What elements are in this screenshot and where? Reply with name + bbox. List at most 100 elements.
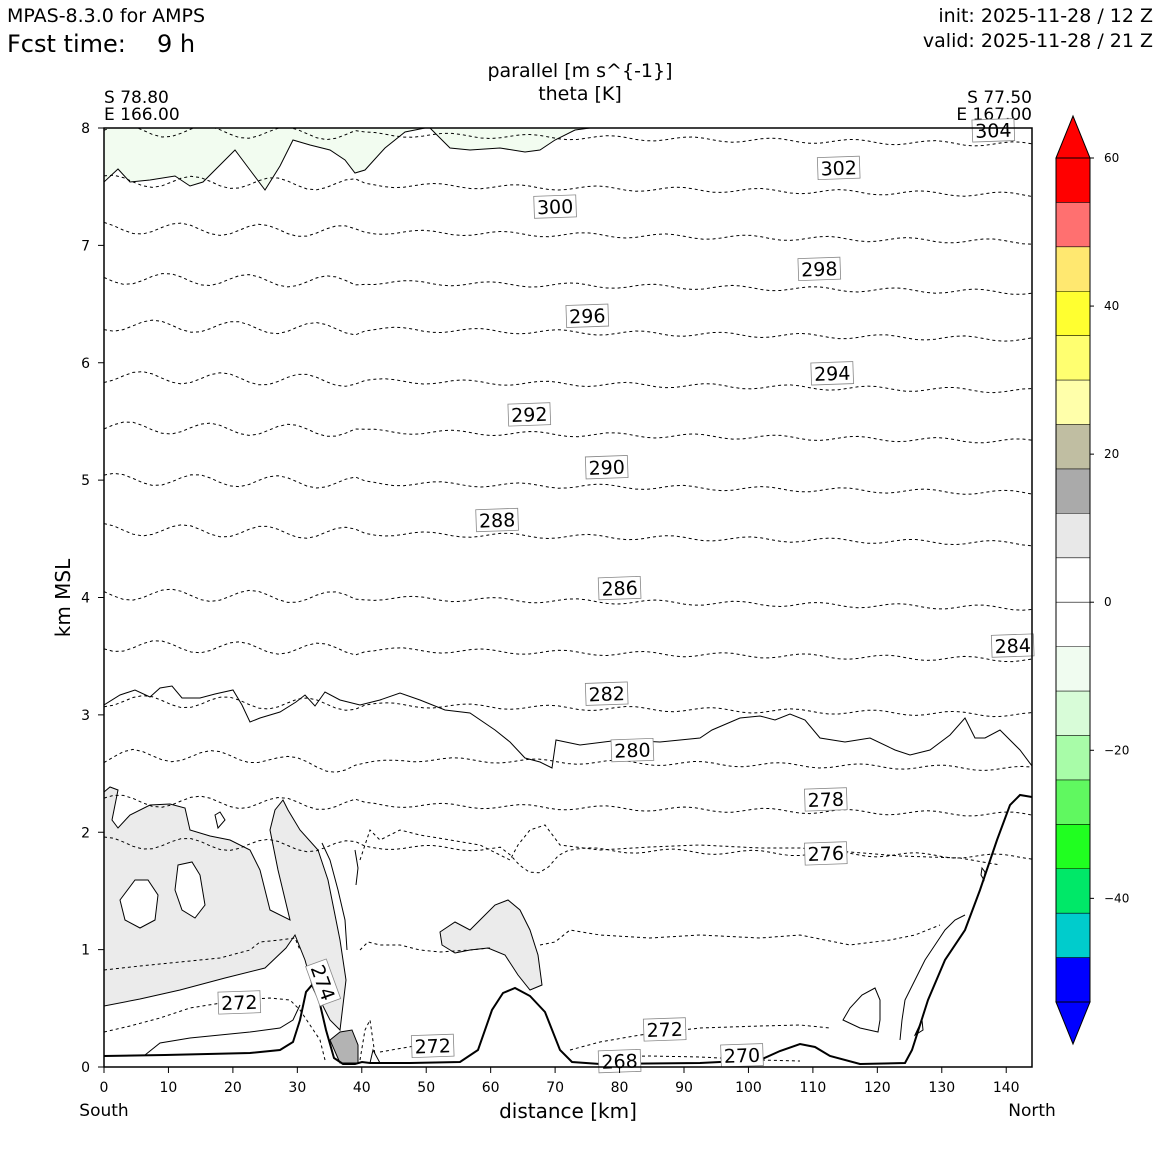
theta-label-text: 272 — [414, 1035, 451, 1058]
theta-contour-3 — [104, 221, 1032, 245]
colorbar-tick-label: 40 — [1104, 299, 1119, 313]
colorbar-tick-label: 60 — [1104, 151, 1119, 165]
colorbar-bin — [1056, 646, 1090, 692]
model-name: MPAS-8.3.0 for AMPS — [7, 5, 206, 27]
forecast-time-label: Fcst time: — [7, 30, 126, 58]
y-tick-label: 3 — [81, 708, 90, 724]
theta-label-19: 272 — [642, 1017, 687, 1042]
left-endpoint-lat: S 78.80 — [104, 88, 169, 108]
theta-label-box — [217, 990, 262, 1015]
theta-label-box — [507, 402, 552, 427]
colorbar-tick-label: 0 — [1104, 595, 1112, 609]
colorbar-bin — [1056, 202, 1090, 248]
theta-label-15: 276 — [804, 841, 848, 866]
theta-label-box — [584, 681, 629, 706]
colorbar-frame — [1055, 157, 1091, 1003]
theta-contour-low-9 — [359, 824, 1001, 866]
theta-label-7: 292 — [507, 402, 552, 427]
right-direction-label: North — [1008, 1101, 1056, 1121]
theta-label-18: 272 — [410, 1033, 455, 1059]
theta-label-text: 288 — [479, 509, 516, 532]
x-tick-label: 130 — [928, 1080, 955, 1096]
theta-contour-9 — [104, 523, 1032, 547]
theta-label-text: 292 — [511, 404, 548, 427]
x-axis-label: distance [km] — [499, 1099, 637, 1123]
theta-contour-low-3 — [359, 1018, 376, 1061]
theta-label-text: 282 — [588, 683, 625, 706]
theta-contour-13 — [104, 748, 1032, 773]
theta-label-14: 278 — [804, 787, 848, 812]
x-tick-label: 20 — [224, 1080, 242, 1096]
forecast-time-value: 9 h — [157, 30, 196, 58]
colorbar-bin — [1056, 913, 1090, 958]
theta-label-box — [533, 194, 577, 219]
colorbar-tick-label: −40 — [1104, 891, 1129, 905]
theta-label-box — [816, 155, 861, 181]
theta-label-text: 278 — [807, 789, 844, 812]
theta-label-text: 302 — [820, 157, 857, 180]
colorbar-bin — [1056, 779, 1090, 825]
theta-contour-10 — [104, 588, 1032, 611]
theta-label-box — [797, 256, 842, 282]
white-hole-1 — [119, 879, 159, 929]
y-tick-label: 2 — [81, 825, 90, 841]
colorbar-bin — [1056, 291, 1090, 336]
theta-label-text: 270 — [724, 1045, 761, 1068]
theta-label-box — [642, 1017, 687, 1042]
theta-label-text: 276 — [807, 843, 844, 866]
y-tick-label: 0 — [81, 1060, 90, 1076]
theta-contour-11 — [104, 640, 1032, 663]
theta-label-13: 280 — [610, 737, 655, 763]
left-endpoint-lon: E 166.00 — [104, 105, 180, 125]
theta-label-text: 272 — [646, 1019, 683, 1042]
theta-label-1: 304 — [971, 118, 1016, 143]
theta-label-text: 284 — [994, 635, 1031, 658]
theta-label-text: 290 — [588, 457, 625, 480]
colorbar-bin — [1056, 380, 1090, 425]
theta-label-box — [305, 958, 342, 1007]
green-region-left — [104, 128, 426, 191]
wind-contour-1 — [104, 685, 1032, 769]
theta-label-2: 302 — [816, 155, 861, 181]
theta-label-text: 280 — [614, 739, 651, 762]
y-tick-label: 5 — [81, 473, 90, 489]
theta-label-box — [597, 575, 642, 601]
x-tick-label: 80 — [611, 1080, 629, 1096]
right-endpoint-lat: S 77.50 — [967, 88, 1032, 108]
light-gray-region-left — [104, 786, 347, 1032]
x-tick-label: 60 — [482, 1080, 500, 1096]
x-axis: 0 10 20 30 40 50 60 70 80 90 100 110 120 130 140 — [100, 1067, 1020, 1096]
x-tick-label: 50 — [417, 1080, 435, 1096]
wind-contour-2 — [144, 1004, 301, 1056]
colorbar-bin — [1056, 868, 1090, 914]
green-region-right — [429, 128, 591, 153]
theta-contour-6 — [104, 371, 1032, 394]
wind-contour-7 — [321, 842, 348, 951]
colorbar-over-arrow — [1055, 114, 1091, 159]
wind-contour-3 — [369, 1048, 381, 1064]
theta-label-3: 300 — [533, 194, 577, 219]
theta-label-box — [990, 633, 1035, 658]
theta-label-5: 296 — [565, 303, 610, 328]
colorbar-tick-label: −20 — [1104, 743, 1129, 757]
y-tick-label: 6 — [81, 356, 90, 372]
theta-label-box — [804, 787, 848, 812]
theta-label-text: 304 — [975, 120, 1012, 143]
wind-contour-9 — [214, 811, 226, 830]
y-tick-label: 8 — [81, 121, 90, 137]
theta-contour-14 — [104, 794, 1032, 817]
theta-label-box — [565, 303, 610, 328]
wind-contour-layer — [104, 685, 1032, 1064]
theta-label-17: 272 — [217, 990, 262, 1015]
theta-label-box — [475, 507, 519, 533]
x-tick-label: 30 — [288, 1080, 306, 1096]
colorbar: 60 40 20 0 −20 −40 — [1055, 114, 1129, 1046]
theta-contour-low-5 — [539, 924, 941, 946]
theta-label-8: 290 — [584, 455, 629, 480]
theta-label-text: 268 — [601, 1050, 638, 1073]
colorbar-under-arrow — [1055, 1001, 1091, 1046]
theta-contour-low-1 — [104, 937, 301, 971]
y-tick-label: 1 — [81, 943, 90, 959]
colorbar-bin — [1056, 824, 1090, 870]
